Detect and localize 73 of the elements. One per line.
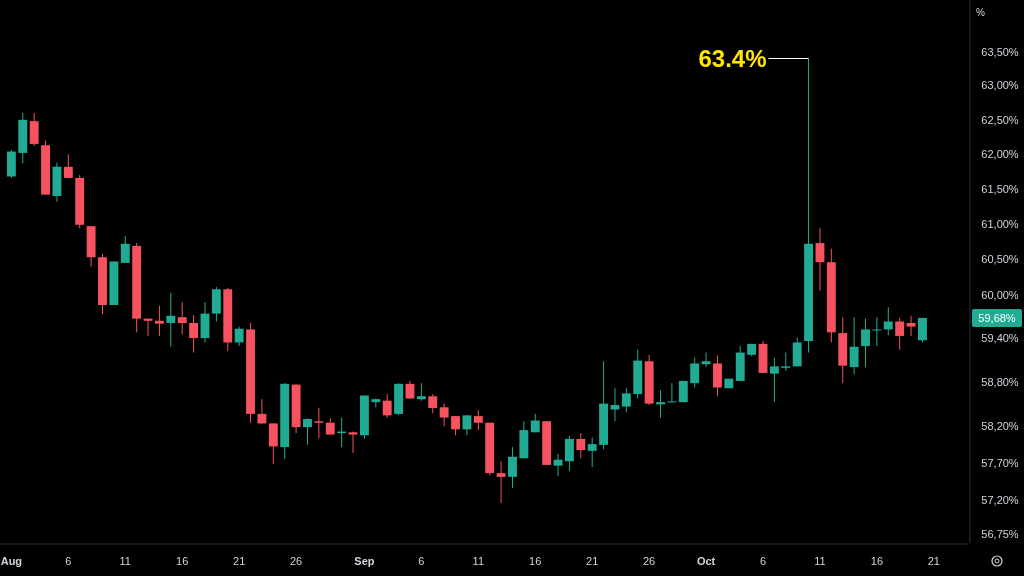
x-tick-label: 16 — [529, 555, 542, 567]
candlestick — [428, 393, 438, 414]
candlestick — [268, 422, 278, 465]
candlestick — [701, 352, 711, 368]
annotation: 63.4% — [698, 44, 767, 72]
candlestick — [257, 398, 267, 424]
candlestick — [177, 301, 187, 335]
candlestick — [439, 403, 449, 427]
y-tick-label: 59,40% — [981, 331, 1019, 344]
candlestick — [508, 446, 517, 489]
candlestick — [861, 318, 870, 368]
candlestick — [553, 453, 563, 477]
x-tick-label: 6 — [65, 555, 72, 567]
candlestick — [621, 387, 631, 413]
x-tick-label: 21 — [586, 555, 599, 567]
candlestick — [189, 314, 199, 354]
candlestick — [667, 382, 677, 403]
x-tick-label: Aug — [0, 555, 23, 567]
candlestick — [314, 407, 324, 439]
y-tick-label: 63,50% — [981, 45, 1019, 58]
x-tick-label: 6 — [759, 555, 767, 567]
y-tick-label: 57,70% — [981, 456, 1019, 469]
y-tick-label: 62,00% — [981, 148, 1019, 161]
candlestick — [656, 389, 665, 419]
candlestick — [29, 112, 39, 147]
candlestick — [792, 336, 802, 367]
x-tick-label: 26 — [643, 555, 656, 567]
y-tick-label: 58,20% — [981, 419, 1019, 432]
candlestick — [451, 415, 460, 436]
y-tick-label: 56,75% — [981, 527, 1019, 540]
y-tick-label: 61,50% — [981, 182, 1019, 195]
y-tick-label: 60,50% — [981, 253, 1019, 266]
candlestick — [473, 409, 483, 431]
y-tick-label: 63,00% — [981, 79, 1019, 92]
candlestick — [382, 393, 392, 419]
candlestick — [883, 306, 893, 336]
candlestick — [564, 435, 574, 472]
y-tick-label: 61,00% — [981, 217, 1019, 230]
candlestick — [120, 235, 130, 264]
x-tick-label: 16 — [870, 555, 884, 567]
x-tick-label: 11 — [119, 555, 131, 567]
x-tick-label: 21 — [927, 555, 940, 567]
candlestick — [154, 305, 164, 337]
x-tick-label: Sep — [354, 555, 375, 567]
candlestick — [462, 414, 472, 436]
candlestick — [918, 317, 927, 343]
candlestick — [63, 153, 73, 179]
candlestick — [303, 417, 312, 446]
y-tick-label: 60,00% — [981, 288, 1019, 301]
x-tick-label: 11 — [472, 555, 485, 567]
candlestick — [872, 316, 882, 347]
candlestick — [166, 292, 176, 348]
candlestick — [769, 357, 779, 403]
candlestick — [587, 436, 597, 468]
y-axis-title: % — [976, 7, 985, 18]
y-tick-label: 57,20% — [981, 493, 1019, 506]
y-tick-label: 62,50% — [981, 113, 1019, 126]
candlestick — [906, 315, 916, 337]
x-tick-label: 11 — [814, 555, 826, 567]
candlestick — [690, 357, 700, 388]
candlestick — [576, 432, 586, 459]
x-tick-label: 16 — [176, 555, 189, 567]
x-tick-label: 26 — [289, 555, 303, 567]
y-tick-label: 58,80% — [981, 375, 1019, 388]
x-tick-label: Oct — [696, 555, 716, 567]
candlestick — [496, 460, 506, 504]
candlestick — [781, 352, 791, 372]
x-tick-label: 6 — [418, 555, 425, 567]
text: 59,68% — [978, 311, 1016, 324]
candlestick — [849, 316, 859, 375]
candlestick — [234, 326, 244, 347]
candlestick — [895, 317, 905, 351]
x-tick-label: 21 — [233, 555, 246, 567]
